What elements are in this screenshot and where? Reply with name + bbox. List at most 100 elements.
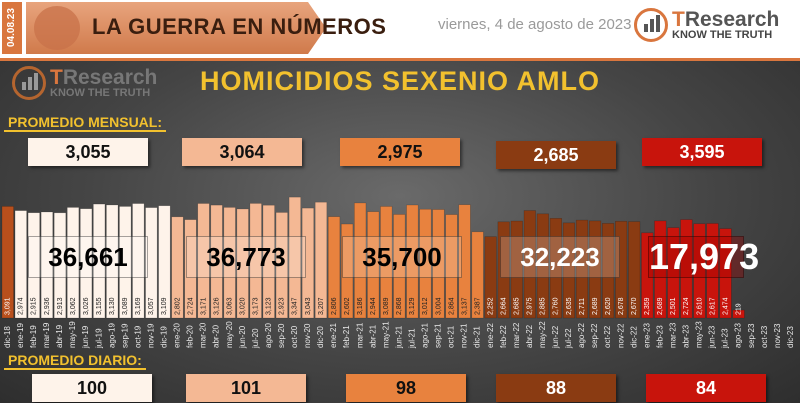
x-tick-oct-20: oct-20 xyxy=(290,325,299,348)
map-icon xyxy=(34,6,80,50)
bar-sep-22 xyxy=(588,220,602,319)
bar-jun-23 xyxy=(706,223,719,319)
x-tick-ago-23: ago-23 xyxy=(734,323,743,348)
x-tick-dic-20: dic-20 xyxy=(316,326,325,348)
value-label-ene-21: 2,806 xyxy=(331,297,338,315)
value-label-dic-22: 2,670 xyxy=(631,297,638,315)
x-tick-may-20: may-20 xyxy=(225,321,234,348)
value-label-jul-21: 3,129 xyxy=(409,297,416,315)
x-tick-oct-23: oct-23 xyxy=(760,325,769,348)
value-label-jun-23: 2,617 xyxy=(709,297,716,315)
brand-name: TResearch xyxy=(672,8,780,31)
x-tick-ago-20: ago-20 xyxy=(264,323,273,348)
x-tick-dic-19: dic-19 xyxy=(160,326,169,348)
value-label-ago-22: 2,711 xyxy=(579,298,586,315)
x-tick-nov-23: nov-23 xyxy=(773,323,782,348)
x-tick-feb-20: feb-20 xyxy=(186,325,195,348)
x-tick-sep-20: sep-20 xyxy=(277,323,286,348)
value-label-dic-19: 3,109 xyxy=(161,297,168,315)
total-2023: 17,973 xyxy=(648,236,760,278)
x-tick-abr-19: abr-19 xyxy=(55,324,64,348)
value-label-jun-20: 3,020 xyxy=(240,297,247,315)
x-tick-mar-20: mar-20 xyxy=(199,322,208,348)
bar-abr-19 xyxy=(53,212,67,319)
value-label-mar-22: 2,685 xyxy=(514,297,521,315)
x-tick-ene-19: ene-19 xyxy=(16,323,25,348)
x-tick-oct-22: oct-22 xyxy=(603,325,612,348)
x-tick-jul-20: jul-20 xyxy=(251,328,260,349)
x-tick-mar-23: mar-23 xyxy=(668,322,677,348)
bar-ago-20 xyxy=(262,204,275,319)
x-tick-may-22: may-22 xyxy=(538,321,547,348)
value-label-sep-21: 3,004 xyxy=(435,297,442,315)
x-tick-dic-18: dic-18 xyxy=(3,326,12,348)
bar-jul-20 xyxy=(249,203,262,319)
header-date: viernes, 4 de agosto de 2023 xyxy=(438,16,632,33)
value-label-nov-19: 3,057 xyxy=(148,297,155,315)
x-tick-feb-19: feb-19 xyxy=(29,325,38,348)
monthly-avg-2019: 3,055 xyxy=(28,138,148,166)
bar-may-20 xyxy=(223,207,236,319)
bar-sep-21 xyxy=(432,209,445,319)
value-label-jun-22: 2,760 xyxy=(553,297,560,315)
value-label-ago-20: 3,123 xyxy=(266,297,273,315)
bar-ago-22 xyxy=(575,219,589,319)
bar-may-22 xyxy=(536,213,549,319)
x-tick-abr-21: abr-21 xyxy=(368,324,377,348)
bar-dic-22 xyxy=(628,221,641,319)
value-label-abr-19: 2,913 xyxy=(57,297,64,315)
bar-dic-20 xyxy=(314,201,328,319)
bar-may-21 xyxy=(380,206,393,319)
value-label-ene-23: 2,359 xyxy=(644,297,651,315)
bar-mar-20 xyxy=(197,203,210,319)
value-label-ene-20: 2,802 xyxy=(174,297,181,315)
bar-ago-19 xyxy=(106,204,119,319)
value-label-oct-22: 2,620 xyxy=(605,297,612,315)
x-tick-feb-21: feb-21 xyxy=(342,325,351,348)
daily-avg-2023: 84 xyxy=(646,374,766,402)
x-tick-sep-23: sep-23 xyxy=(747,323,756,348)
bar-feb-19 xyxy=(27,212,41,319)
value-label-may-22: 2,885 xyxy=(540,297,547,315)
x-tick-ene-23: ene-23 xyxy=(642,323,651,348)
value-label-dic-21: 2,387 xyxy=(474,297,481,315)
value-label-may-23: 2,610 xyxy=(696,297,703,315)
x-tick-abr-23: abr-23 xyxy=(682,324,691,348)
value-label-mar-19: 2,936 xyxy=(44,297,51,315)
value-label-sep-22: 2,689 xyxy=(592,297,599,315)
value-label-sep-20: 2,923 xyxy=(279,297,286,315)
x-tick-sep-19: sep-19 xyxy=(120,323,129,348)
value-label-ago-23: 219 xyxy=(735,303,742,315)
total-2022: 32,223 xyxy=(500,236,620,278)
bar-sep-19 xyxy=(119,206,132,319)
x-tick-mar-21: mar-21 xyxy=(355,322,364,348)
x-tick-oct-19: oct-19 xyxy=(133,325,142,348)
x-tick-ago-22: ago-22 xyxy=(577,323,586,348)
x-tick-dic-23: dic-23 xyxy=(786,326,795,348)
header-bar: 04.08.23 LA GUERRA EN NÚMEROS viernes, 4… xyxy=(0,0,800,58)
bar-jul-23 xyxy=(719,228,732,319)
value-label-jul-20: 3,173 xyxy=(253,297,260,315)
bar-jun-21 xyxy=(393,214,406,319)
bar-dic-19 xyxy=(158,205,171,319)
value-label-dic-20: 3,207 xyxy=(318,297,325,315)
value-label-may-21: 3,089 xyxy=(383,297,390,315)
value-label-nov-22: 2,678 xyxy=(618,297,625,315)
total-2021: 35,700 xyxy=(342,236,462,278)
bar-oct-22 xyxy=(601,223,615,319)
bar-mar-22 xyxy=(510,220,523,319)
bar-feb-22 xyxy=(497,221,510,319)
section-title: LA GUERRA EN NÚMEROS xyxy=(92,14,387,39)
bar-jul-21 xyxy=(406,204,419,319)
bar-ene-20 xyxy=(171,216,184,319)
value-label-ago-21: 3,012 xyxy=(422,297,429,315)
value-label-oct-20: 3,347 xyxy=(292,297,299,315)
x-tick-jul-22: jul-22 xyxy=(564,328,573,349)
bar-jun-22 xyxy=(549,218,562,319)
bar-ene-21 xyxy=(327,216,341,319)
x-tick-abr-22: abr-22 xyxy=(525,324,534,348)
bar-ago-23 xyxy=(732,309,745,319)
bar-mar-23 xyxy=(667,227,680,319)
value-label-oct-19: 3,169 xyxy=(135,297,142,315)
